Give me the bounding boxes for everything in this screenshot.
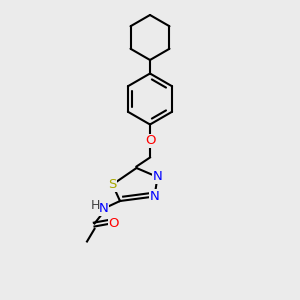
Text: S: S <box>108 178 117 191</box>
Text: N: N <box>99 202 108 215</box>
Text: O: O <box>109 217 119 230</box>
Text: H: H <box>90 199 100 212</box>
Text: O: O <box>145 134 155 148</box>
Text: N: N <box>153 170 162 184</box>
Text: N: N <box>150 190 159 203</box>
